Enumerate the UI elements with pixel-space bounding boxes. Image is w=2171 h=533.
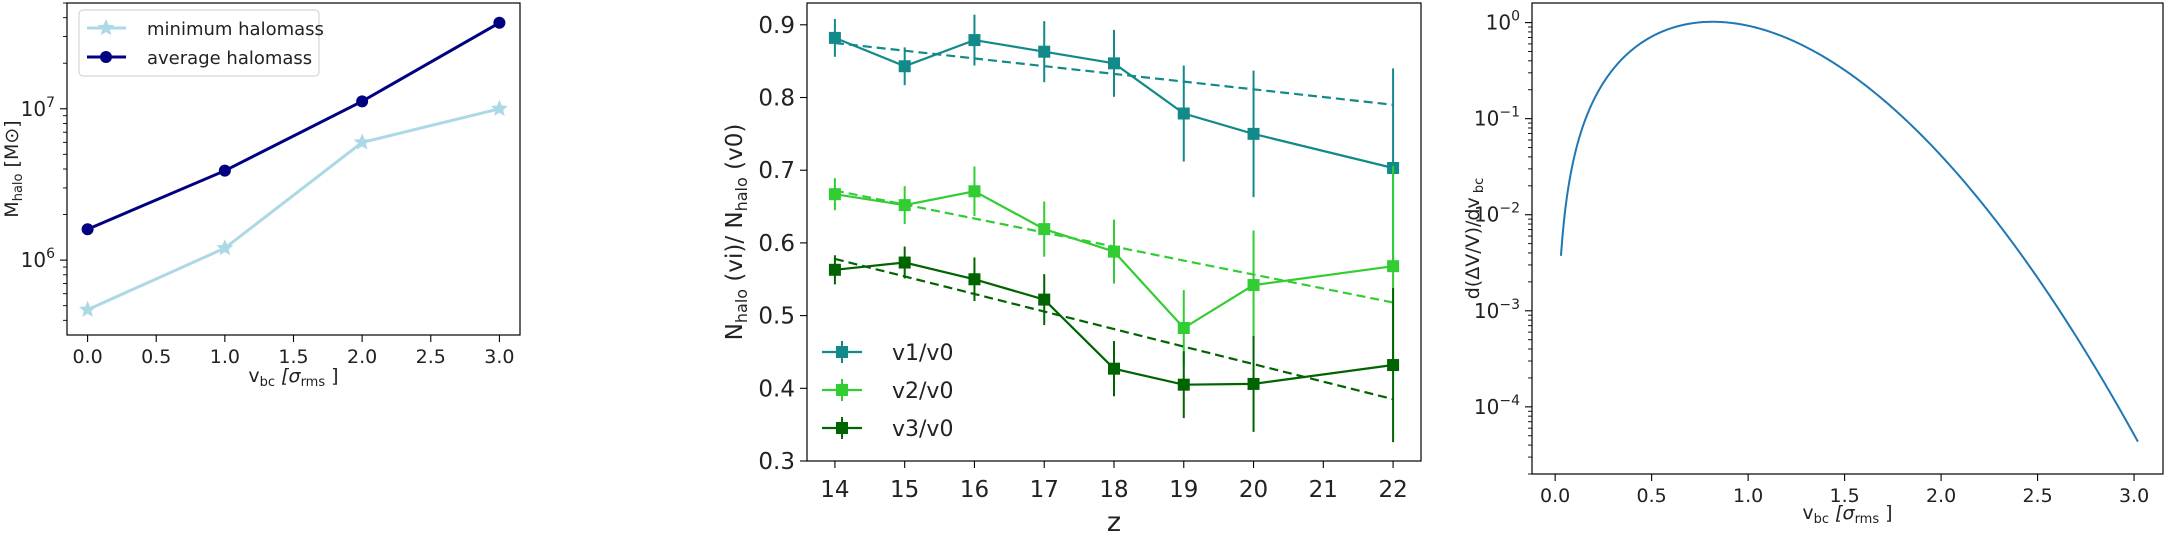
legend-marker-square <box>836 384 848 396</box>
y-tick-label: 106 <box>21 246 55 272</box>
data-point-v1-v0 <box>828 31 841 44</box>
x-tick-label: 1.0 <box>210 346 240 368</box>
data-point-average-halomass <box>218 164 231 177</box>
series-line-average-halomass <box>87 21 501 231</box>
x-tick-label: 22 <box>1378 477 1407 503</box>
panel-halo-ratio: 14 15 16 17 18 19 20 21 22 0.3 0.4 0.5 0.6 0.7 0.8 0.9 z… <box>722 2 1422 533</box>
x-tick-label: 19 <box>1169 477 1198 503</box>
y-tick-label: 0.7 <box>758 158 795 184</box>
y-tick-label: 0.6 <box>758 231 795 257</box>
x-tick-label: 1.5 <box>1829 485 1859 507</box>
data-point-v2-v0 <box>1038 223 1051 236</box>
x-tick-label: 0.5 <box>141 346 171 368</box>
y-tick-label: 0.4 <box>758 376 795 402</box>
legend: v1/v0 v2/v0 v3/v0 <box>822 341 953 442</box>
data-point-v1-v0 <box>898 60 911 73</box>
x-tick-label: 0.0 <box>1540 485 1570 507</box>
series-line-v3-v0 <box>834 261 1394 386</box>
legend-label: average halomass <box>147 48 312 69</box>
plot-frame <box>1531 2 2164 475</box>
distribution-curve <box>1559 20 2139 443</box>
x-axis-label: vbc [σrms ] <box>248 365 338 390</box>
data-point-minimum-halomass <box>490 99 508 117</box>
legend-label: v2/v0 <box>892 379 953 404</box>
data-point-minimum-halomass <box>216 239 234 256</box>
x-tick-label: 3.0 <box>2119 485 2149 507</box>
x-tick-label: 0.5 <box>1637 485 1667 507</box>
data-point-v2-v0 <box>1177 321 1190 334</box>
x-tick-label: 3.0 <box>484 346 514 368</box>
data-point-v3-v0 <box>968 273 981 286</box>
data-point-v2-v0 <box>898 199 911 212</box>
y-tick-label: 10−2 <box>1474 201 1520 227</box>
data-point-v2-v0 <box>968 185 981 198</box>
x-tick-label: 0.0 <box>72 346 102 368</box>
x-tick-label: 16 <box>960 477 989 503</box>
data-point-v1-v0 <box>968 34 981 47</box>
legend-marker-circle <box>100 51 112 63</box>
data-point-v3-v0 <box>1038 293 1051 306</box>
y-tick-label: 0.8 <box>758 86 795 112</box>
x-tick-label: 2.0 <box>347 346 377 368</box>
data-point-v2-v0 <box>1387 260 1400 273</box>
y-axis-label: Mhalo [M⊙] <box>1 120 26 217</box>
x-tick-label: 18 <box>1099 477 1128 503</box>
data-point-v2-v0 <box>1108 245 1120 258</box>
data-point-v3-v0 <box>898 256 911 269</box>
y-tick-label: 10−4 <box>1474 393 1520 419</box>
y-tick-label: 100 <box>1486 9 1520 35</box>
data-point-v1-v0 <box>1247 127 1260 140</box>
legend-marker-star <box>97 19 115 36</box>
data-point-v3-v0 <box>1177 378 1190 391</box>
x-tick-label: 14 <box>820 477 849 503</box>
x-axis-label: z <box>1107 507 1121 533</box>
data-point-minimum-halomass <box>353 133 371 150</box>
y-tick-label: 10−3 <box>1474 297 1520 323</box>
data-point-average-halomass <box>356 95 369 108</box>
x-axis-label: vbc [σrms ] <box>1802 502 1892 527</box>
data-point-v3-v0 <box>1387 359 1400 372</box>
data-point-v2-v0 <box>1247 279 1260 292</box>
y-tick-label: 107 <box>21 95 55 121</box>
data-point-average-halomass <box>493 16 506 29</box>
legend: minimum halomass average halomass <box>78 9 324 77</box>
x-tick-label: 20 <box>1239 477 1268 503</box>
y-tick-label: 10−1 <box>1474 105 1520 131</box>
legend-marker-square <box>836 422 848 434</box>
data-point-minimum-halomass <box>79 300 97 318</box>
x-tick-label: 15 <box>890 477 919 503</box>
legend-box <box>78 9 320 77</box>
x-tick-label: 1.5 <box>278 346 308 368</box>
y-tick-label: 0.5 <box>758 304 795 330</box>
data-point-v2-v0 <box>828 188 841 201</box>
data-point-v3-v0 <box>828 263 841 276</box>
y-axis-label: Nhalo (vi)/ Nhalo (v0) <box>722 124 751 341</box>
x-tick-label: 2.0 <box>1926 485 1956 507</box>
y-axis-label: d(ΔV/V)/dv bc <box>1462 178 1487 300</box>
legend-marker-square <box>836 346 848 358</box>
x-tick-label: 17 <box>1030 477 1059 503</box>
data-point-v3-v0 <box>1247 377 1260 390</box>
x-tick-label: 1.0 <box>1733 485 1763 507</box>
data-point-v1-v0 <box>1038 45 1051 58</box>
data-point-v3-v0 <box>1108 362 1120 375</box>
x-tick-label: 2.5 <box>416 346 446 368</box>
legend-label: minimum halomass <box>147 19 324 40</box>
panel-velocity-distribution: 0.0 0.5 1.0 1.5 2.0 2.5 3.0 10−4 10−3 10−2 10−1 100… <box>1462 2 2164 527</box>
data-point-average-halomass <box>81 223 94 236</box>
data-point-v1-v0 <box>1177 107 1190 120</box>
data-point-v1-v0 <box>1108 57 1120 70</box>
y-tick-label: 0.9 <box>758 13 795 39</box>
x-tick-label: 21 <box>1309 477 1338 503</box>
panel-halo-mass: 0.0 0.5 1.0 1.5 2.0 2.5 3.0 106 107 vbc [σrms ] Mh… <box>1 2 521 390</box>
legend-label: v3/v0 <box>892 417 953 442</box>
y-tick-label: 0.3 <box>758 449 795 475</box>
legend-label: v1/v0 <box>892 341 953 366</box>
series-line-v1-v0 <box>834 36 1394 170</box>
x-tick-label: 2.5 <box>2022 485 2052 507</box>
series-line-minimum-halomass <box>86 107 500 312</box>
series-line-v2-v0 <box>834 190 1394 330</box>
fit-line-v3-v0 <box>834 257 1394 401</box>
